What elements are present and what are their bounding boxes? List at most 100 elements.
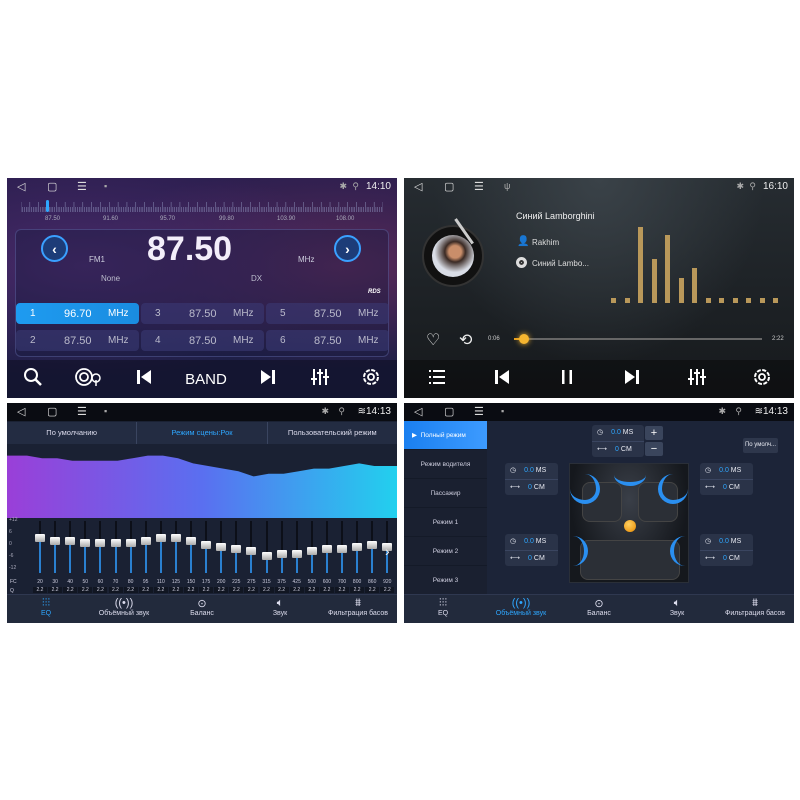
home-icon[interactable]: ▢ bbox=[47, 406, 58, 418]
preset-3[interactable]: 3 87.50 MHz bbox=[141, 303, 264, 324]
seek-forward-button[interactable]: › bbox=[334, 235, 361, 262]
previous-icon[interactable] bbox=[134, 367, 154, 391]
default-button[interactable]: По умолч... bbox=[743, 438, 778, 453]
eq-slider-thumb[interactable] bbox=[125, 538, 136, 547]
back-icon[interactable]: ◁ bbox=[414, 181, 423, 193]
eq-slider-thumb[interactable] bbox=[35, 534, 45, 543]
nav-eq[interactable]: ⫶⫶⫶ EQ bbox=[7, 595, 85, 623]
frequency-ruler[interactable] bbox=[21, 200, 383, 212]
preset-4[interactable]: 4 87.50 MHz bbox=[141, 330, 264, 351]
eq-band-q[interactable]: 2.2 bbox=[48, 587, 63, 593]
eq-band-q[interactable]: 2.2 bbox=[33, 587, 47, 593]
eq-band-q[interactable]: 2.2 bbox=[123, 587, 138, 593]
preset-1[interactable]: 1 96.70 MHz bbox=[16, 303, 139, 324]
nav-bass-filter[interactable]: ⩩ Фильтрация басов bbox=[319, 595, 397, 623]
eq-band-q[interactable]: 2.2 bbox=[289, 587, 304, 593]
repeat-icon[interactable]: ⟲ bbox=[459, 332, 473, 349]
eq-slider-thumb[interactable] bbox=[110, 538, 121, 547]
nav-balance[interactable]: ⊙ Баланс bbox=[560, 595, 638, 623]
nav-balance[interactable]: ⊙ Баланс bbox=[163, 595, 241, 623]
menu-icon[interactable]: ☰ bbox=[77, 181, 87, 193]
eq-band-q[interactable]: 2.2 bbox=[304, 587, 319, 593]
tab-rock-scene[interactable]: Режим сцены:Рок bbox=[137, 422, 268, 444]
home-icon[interactable]: ▢ bbox=[444, 181, 455, 193]
eq-slider-thumb[interactable] bbox=[65, 536, 76, 545]
eq-slider-thumb[interactable] bbox=[337, 545, 347, 554]
menu-icon[interactable]: ☰ bbox=[474, 406, 484, 418]
eq-band-q[interactable]: 2.2 bbox=[259, 587, 274, 593]
eq-slider-thumb[interactable] bbox=[321, 545, 332, 554]
mode-full[interactable]: ▶ Полный режим bbox=[404, 421, 487, 450]
eq-band-q[interactable]: 2.2 bbox=[319, 587, 334, 593]
speaker-rear-right[interactable] bbox=[670, 536, 700, 566]
menu-icon[interactable]: ☰ bbox=[77, 406, 87, 418]
eq-slider-thumb[interactable] bbox=[352, 543, 363, 551]
eq-slider-thumb[interactable] bbox=[276, 549, 287, 558]
eq-band-q[interactable]: 2.2 bbox=[214, 587, 229, 593]
next-icon[interactable] bbox=[622, 367, 642, 391]
playlist-icon[interactable] bbox=[427, 367, 447, 391]
eq-band-q[interactable]: 2.2 bbox=[199, 587, 214, 593]
eq-slider-thumb[interactable] bbox=[231, 545, 242, 554]
mode-2[interactable]: Режим 2 bbox=[404, 537, 487, 566]
pause-icon[interactable] bbox=[557, 367, 577, 391]
eq-band-q[interactable]: 2.2 bbox=[335, 587, 349, 593]
nav-sound[interactable]: 🔈︎ Звук bbox=[638, 595, 716, 623]
settings-icon[interactable] bbox=[752, 367, 772, 391]
eq-slider-thumb[interactable] bbox=[95, 538, 106, 547]
eq-slider-thumb[interactable] bbox=[306, 547, 317, 556]
equalizer-icon[interactable] bbox=[687, 367, 707, 391]
eq-slider-track[interactable] bbox=[310, 521, 313, 573]
previous-icon[interactable] bbox=[492, 367, 512, 391]
eq-band-q[interactable]: 2.2 bbox=[168, 587, 183, 593]
eq-band-q[interactable]: 2.2 bbox=[153, 587, 168, 593]
progress-bar[interactable] bbox=[514, 334, 762, 344]
eq-slider-thumb[interactable] bbox=[367, 540, 378, 549]
home-icon[interactable]: ▢ bbox=[47, 181, 58, 193]
back-icon[interactable]: ◁ bbox=[17, 181, 26, 193]
radio-broadcast-icon[interactable] bbox=[74, 367, 102, 391]
eq-band-q[interactable]: 2.2 bbox=[229, 587, 244, 593]
speaker-center[interactable] bbox=[614, 464, 646, 486]
eq-slider-thumb[interactable] bbox=[246, 547, 257, 556]
band-button[interactable]: BAND bbox=[185, 370, 227, 388]
listening-position-dot[interactable] bbox=[624, 520, 636, 532]
equalizer-icon[interactable] bbox=[310, 367, 330, 391]
mode-driver[interactable]: Режим водителя bbox=[404, 450, 487, 479]
nav-eq[interactable]: ⫶⫶⫶ EQ bbox=[404, 595, 482, 623]
eq-band-q[interactable]: 2.2 bbox=[93, 587, 108, 593]
home-icon[interactable]: ▢ bbox=[444, 406, 455, 418]
favorite-icon[interactable]: ♡ bbox=[426, 332, 441, 349]
eq-band-q[interactable]: 2.2 bbox=[244, 587, 259, 593]
search-icon[interactable] bbox=[23, 367, 43, 391]
delay-box-rear-right[interactable]: ◷ 0.0 MS ⟷ 0 CM bbox=[700, 534, 753, 566]
speaker-rear-left[interactable] bbox=[558, 536, 588, 566]
eq-slider-thumb[interactable] bbox=[216, 543, 227, 551]
decrease-button[interactable]: − bbox=[645, 442, 663, 456]
eq-slider-thumb[interactable] bbox=[382, 543, 393, 551]
settings-icon[interactable] bbox=[361, 367, 381, 391]
progress-thumb[interactable] bbox=[518, 334, 529, 344]
eq-band-q[interactable]: 2.2 bbox=[274, 587, 289, 593]
eq-slider-thumb[interactable] bbox=[186, 536, 196, 545]
delay-box-rear-left[interactable]: ◷ 0.0 MS ⟷ 0 CM bbox=[505, 534, 558, 566]
eq-slider-thumb[interactable] bbox=[80, 538, 91, 547]
tab-default[interactable]: По умолчанию bbox=[7, 422, 138, 444]
eq-slider-track[interactable] bbox=[265, 521, 268, 573]
delay-box-front-left[interactable]: ◷ 0.0 MS ⟷ 0 CM bbox=[505, 463, 558, 495]
delay-box-front-right[interactable]: ◷ 0.0 MS ⟷ 0 CM bbox=[700, 463, 753, 495]
eq-slider-thumb[interactable] bbox=[170, 534, 181, 543]
tuner-needle[interactable] bbox=[46, 200, 49, 212]
eq-band-q[interactable]: 2.2 bbox=[108, 587, 123, 593]
eq-slider-thumb[interactable] bbox=[140, 536, 151, 545]
eq-slider-thumb[interactable] bbox=[291, 549, 302, 558]
eq-slider-thumb[interactable] bbox=[261, 551, 272, 560]
speaker-front-left[interactable] bbox=[570, 474, 600, 504]
tab-custom[interactable]: Пользовательский режим bbox=[287, 428, 377, 437]
preset-5[interactable]: 5 87.50 MHz bbox=[266, 303, 389, 324]
nav-sound[interactable]: 🔈︎ Звук bbox=[241, 595, 319, 623]
preset-6[interactable]: 6 87.50 MHz bbox=[266, 330, 389, 351]
eq-band-q[interactable]: 2.2 bbox=[380, 587, 395, 593]
nav-surround[interactable]: ((•)) Объёмный звук bbox=[482, 595, 560, 623]
eq-slider-track[interactable] bbox=[295, 521, 298, 573]
